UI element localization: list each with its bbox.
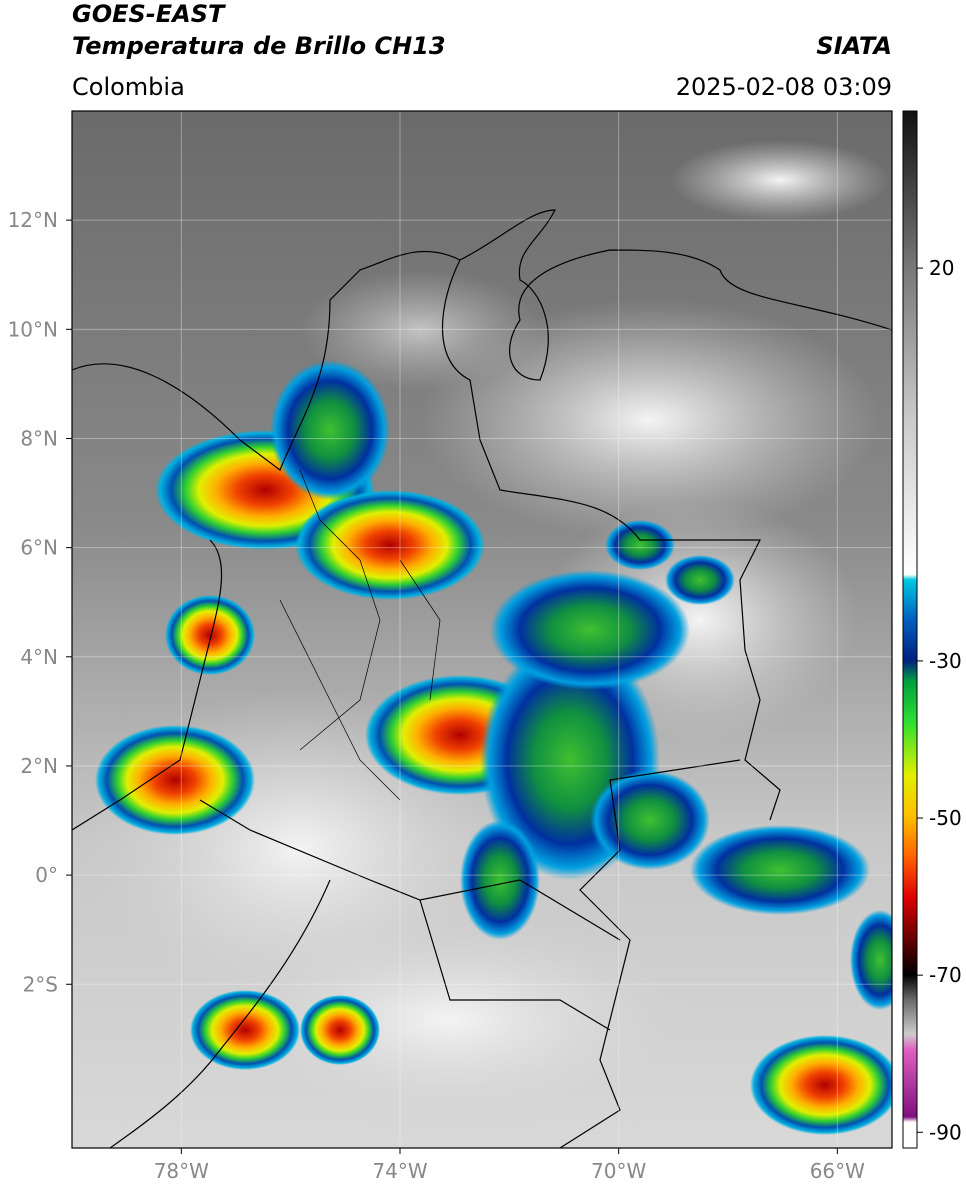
- x-tick-label: 78°W: [154, 1159, 209, 1183]
- y-tick-label: 12°N: [8, 208, 58, 232]
- pacific-coast: [72, 539, 223, 831]
- region: Colombia: [72, 73, 185, 101]
- colorbar-tick-label: -90: [929, 1120, 962, 1144]
- map-frame: [71, 110, 893, 1149]
- title: GOES-EAST: [72, 0, 226, 28]
- colorbar-tick-label: -30: [929, 649, 962, 673]
- subtitle: Temperatura de Brillo CH13: [72, 32, 446, 60]
- x-tick-label: 70°W: [591, 1159, 646, 1183]
- colorbar: [902, 110, 918, 1149]
- x-tick-label: 74°W: [372, 1159, 427, 1183]
- y-tick-label: 10°N: [8, 317, 58, 341]
- datetime: 2025-02-08 03:09: [676, 73, 892, 101]
- grid: [72, 111, 892, 1148]
- source: SIATA: [816, 32, 892, 60]
- peru-border: [419, 899, 611, 1031]
- borders: [72, 209, 892, 1148]
- departments: [279, 469, 441, 801]
- colombia-south: [199, 799, 621, 941]
- y-tick-label: 2°S: [23, 972, 58, 996]
- storms: [95, 360, 892, 1135]
- coastline: [72, 209, 892, 471]
- colorbar-tick-label: -50: [929, 806, 962, 830]
- y-tick-label: 0°: [35, 863, 58, 887]
- colombia-venezuela: [442, 259, 781, 821]
- y-tick-label: 8°N: [20, 426, 58, 450]
- colombia-brazil: [559, 759, 741, 1148]
- y-tick-label: 6°N: [20, 536, 58, 560]
- colorbar-tick-label: -70: [929, 963, 962, 987]
- y-tick-label: 4°N: [20, 645, 58, 669]
- x-tick-label: 66°W: [810, 1159, 865, 1183]
- colorbar-tick-label: 20: [929, 256, 954, 280]
- y-tick-label: 2°N: [20, 754, 58, 778]
- map-image: [72, 111, 892, 1148]
- peru-coast: [109, 879, 331, 1148]
